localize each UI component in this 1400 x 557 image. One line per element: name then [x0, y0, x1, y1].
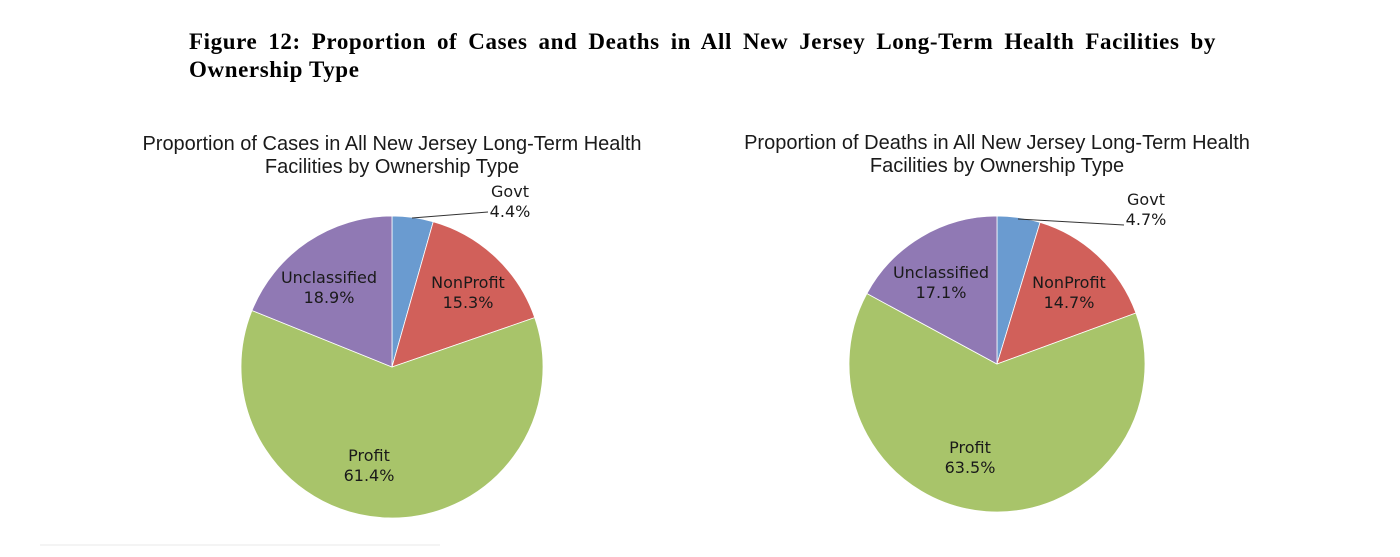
slice-label: Profit: [348, 446, 390, 465]
pie-slice-unclassified: [251, 215, 393, 368]
leader-line: [411, 211, 489, 219]
chart-title-cases: Proportion of Cases in All New Jersey Lo…: [140, 133, 644, 179]
slice-label: NonProfit: [431, 273, 505, 292]
slice-label: Unclassified: [893, 263, 989, 282]
slice-label: Profit: [949, 438, 991, 457]
slice-label: NonProfit: [1032, 273, 1106, 292]
slice-label: Unclassified: [281, 268, 377, 287]
figure-title: Figure 12: Proportion of Cases and Death…: [189, 29, 1216, 82]
slice-value-label: 63.5%: [945, 458, 996, 477]
leader-line: [1017, 218, 1125, 226]
slice-label: Govt: [1127, 190, 1165, 209]
slice-value-label: 4.7%: [1126, 210, 1167, 229]
pie-slice-profit: [240, 310, 544, 519]
slice-value-label: 14.7%: [1044, 293, 1095, 312]
pie-slice-nonprofit: [391, 221, 536, 368]
chart-title-deaths: Proportion of Deaths in All New Jersey L…: [732, 132, 1262, 178]
chart-title-line: Facilities by Ownership Type: [869, 155, 1125, 177]
slice-value-label: 61.4%: [344, 466, 395, 485]
slice-value-label: 17.1%: [916, 283, 967, 302]
slice-value-label: 15.3%: [443, 293, 494, 312]
slice-label: Govt: [491, 182, 529, 201]
chart-title-line: Proportion of Deaths in All New Jersey L…: [744, 132, 1250, 154]
divider: [40, 544, 440, 546]
chart-title-line: Proportion of Cases in All New Jersey Lo…: [142, 133, 642, 155]
pie-slice-profit: [848, 292, 1146, 513]
pie-slice-unclassified: [866, 215, 998, 365]
pie-slice-nonprofit: [996, 221, 1137, 365]
slice-value-label: 4.4%: [490, 202, 531, 221]
chart-title-line: Facilities by Ownership Type: [264, 156, 520, 178]
slice-value-label: 18.9%: [304, 288, 355, 307]
